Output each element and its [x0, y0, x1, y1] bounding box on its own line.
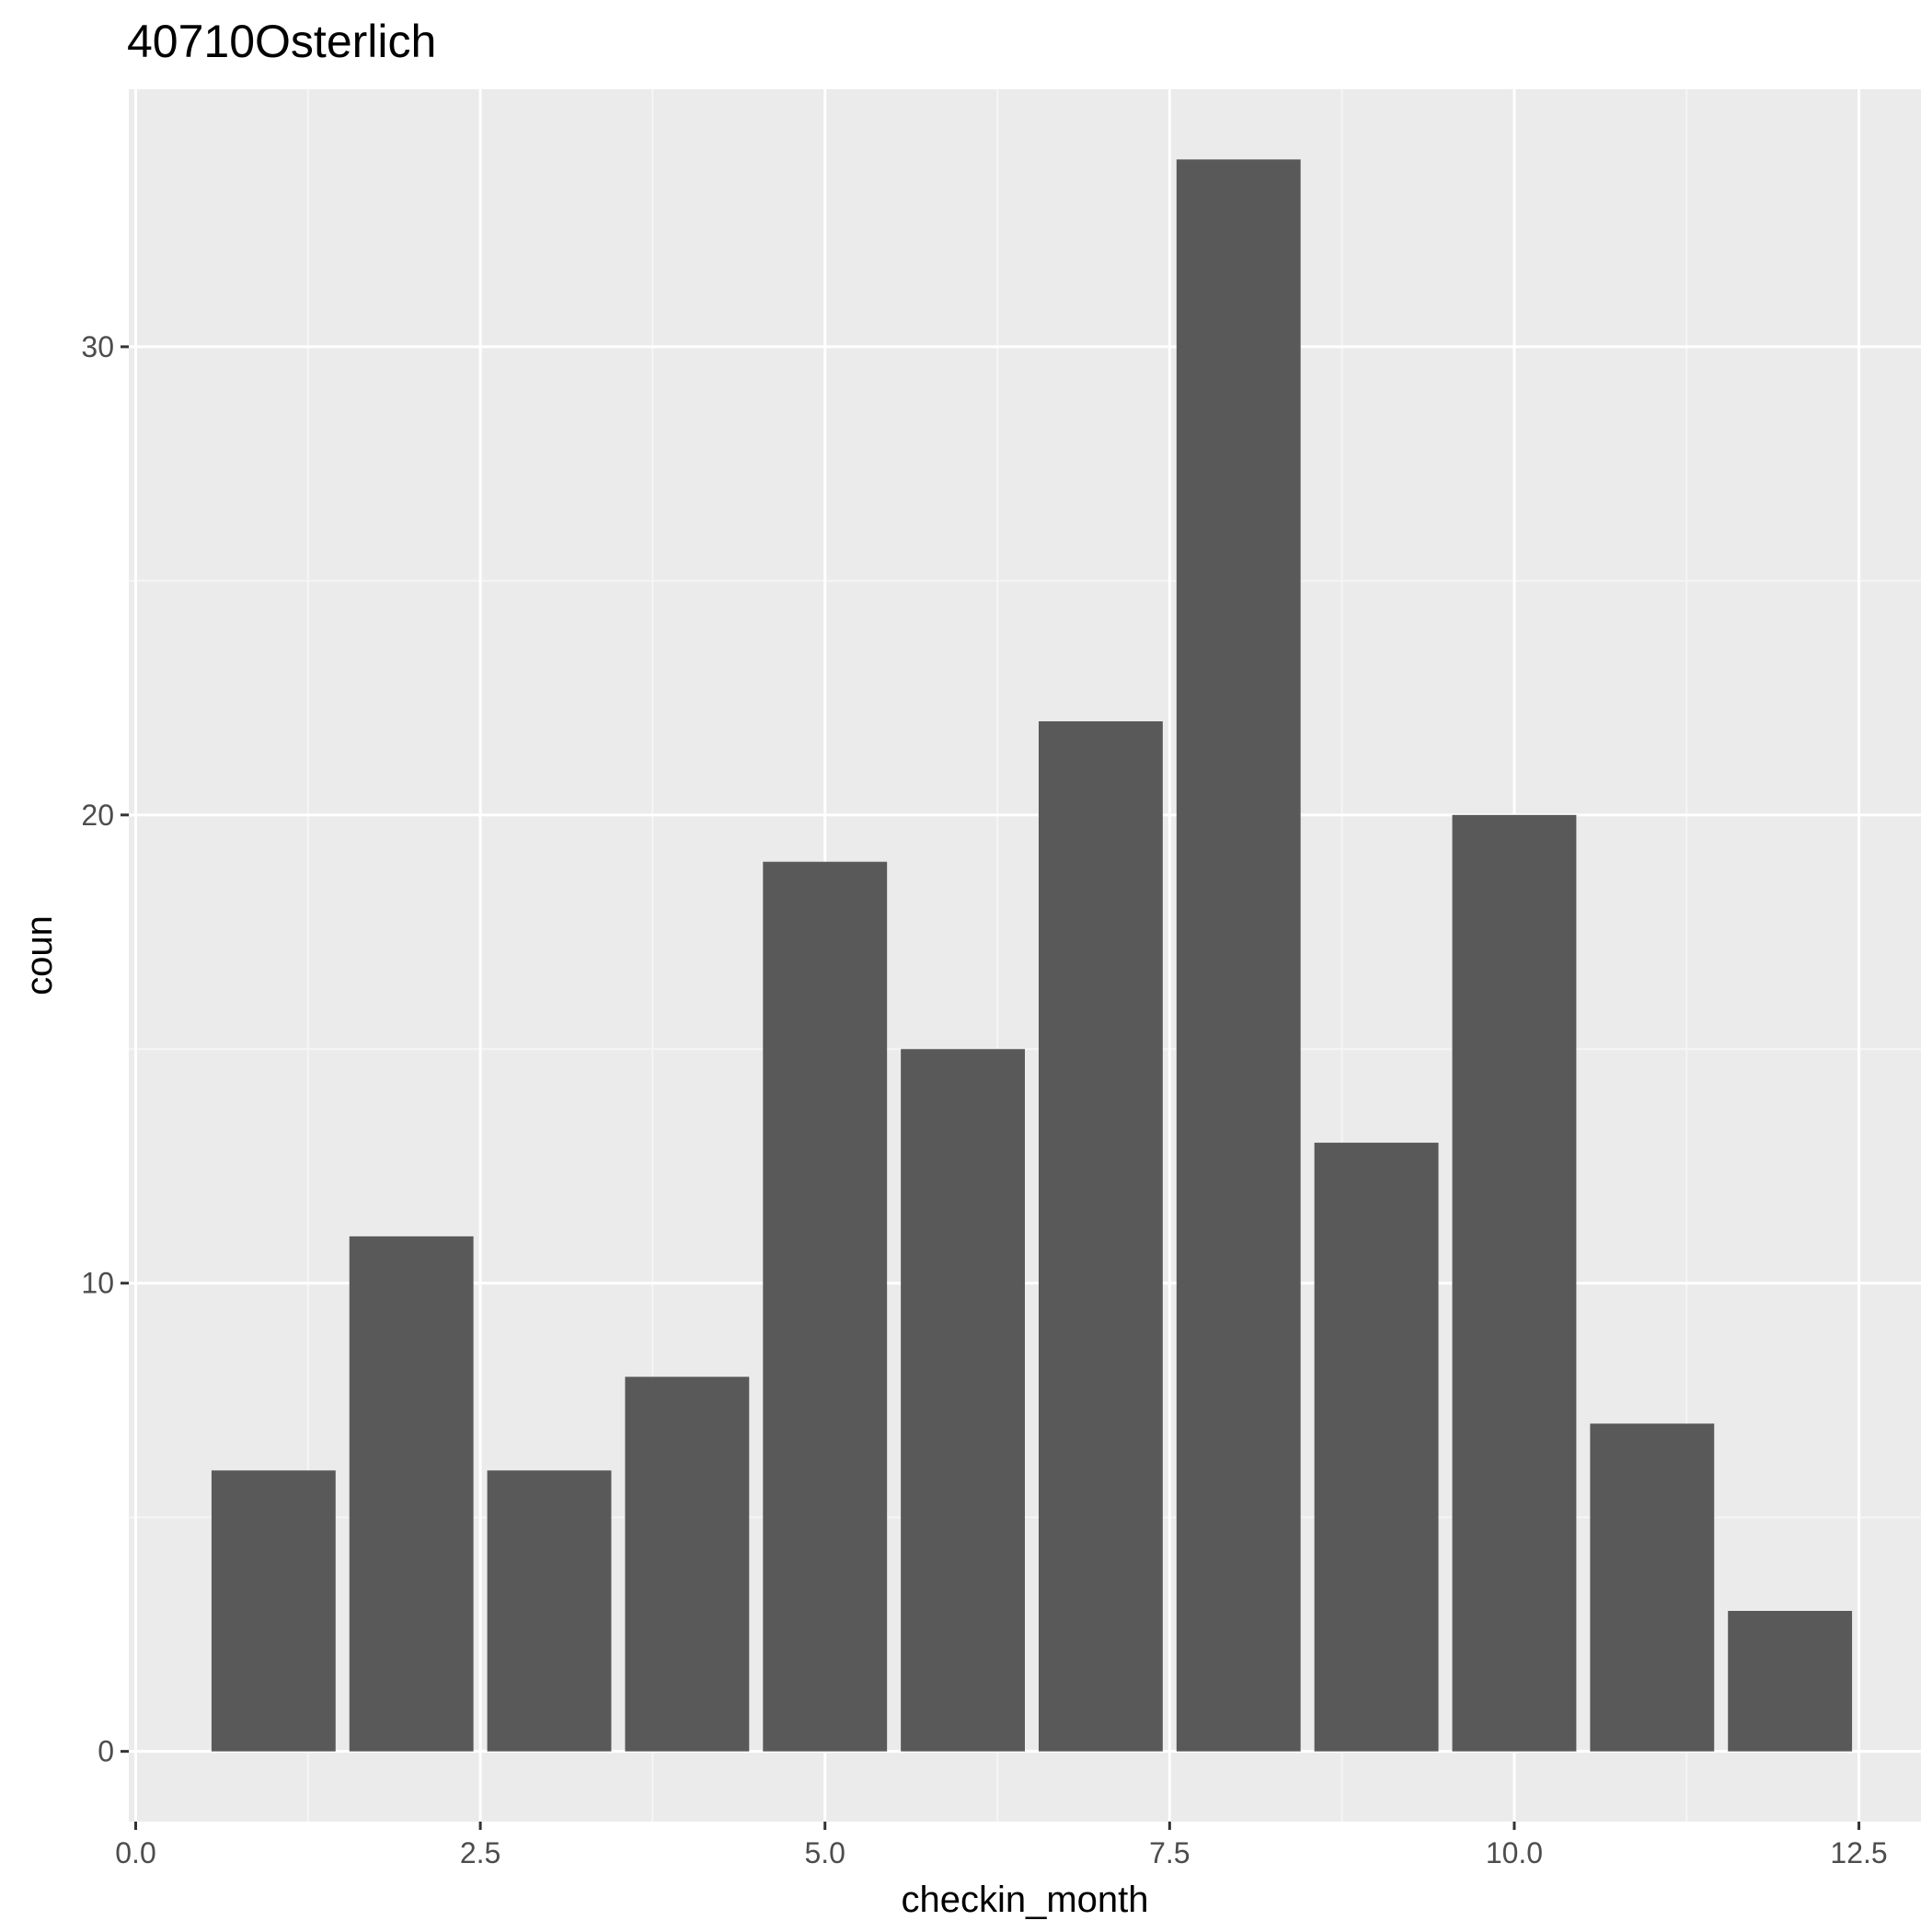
y-tick-label: 0 [98, 1735, 114, 1768]
y-tick-label: 30 [81, 330, 114, 363]
x-tick-label: 0.0 [115, 1836, 155, 1869]
bar-month-8 [1176, 159, 1301, 1752]
x-tick-label: 7.5 [1149, 1836, 1190, 1869]
bar-month-2 [349, 1236, 474, 1752]
bar-month-6 [901, 1049, 1025, 1752]
bars [211, 159, 1853, 1752]
x-tick-label: 12.5 [1830, 1836, 1887, 1869]
bar-month-10 [1452, 814, 1577, 1752]
bar-month-11 [1590, 1423, 1715, 1752]
bar-month-12 [1728, 1610, 1853, 1752]
x-tick-label: 5.0 [804, 1836, 845, 1869]
x-axis-title: checkin_month [901, 1880, 1148, 1920]
y-axis: 0 10 20 30 [81, 330, 129, 1768]
x-tick-label: 10.0 [1486, 1836, 1543, 1869]
y-tick-label: 20 [81, 799, 114, 832]
bar-month-3 [487, 1470, 612, 1752]
y-tick-label: 10 [81, 1267, 114, 1300]
bar-month-1 [211, 1470, 336, 1752]
bar-month-4 [625, 1376, 750, 1752]
bar-month-7 [1038, 721, 1163, 1752]
x-axis: 0.0 2.5 5.0 7.5 10.0 12.5 [115, 1822, 1888, 1869]
bar-month-5 [763, 861, 888, 1752]
bar-month-9 [1314, 1143, 1439, 1752]
chart-title: 40710Osterlich [127, 16, 436, 67]
y-axis-title: coun [19, 915, 60, 995]
x-tick-label: 2.5 [460, 1836, 500, 1869]
